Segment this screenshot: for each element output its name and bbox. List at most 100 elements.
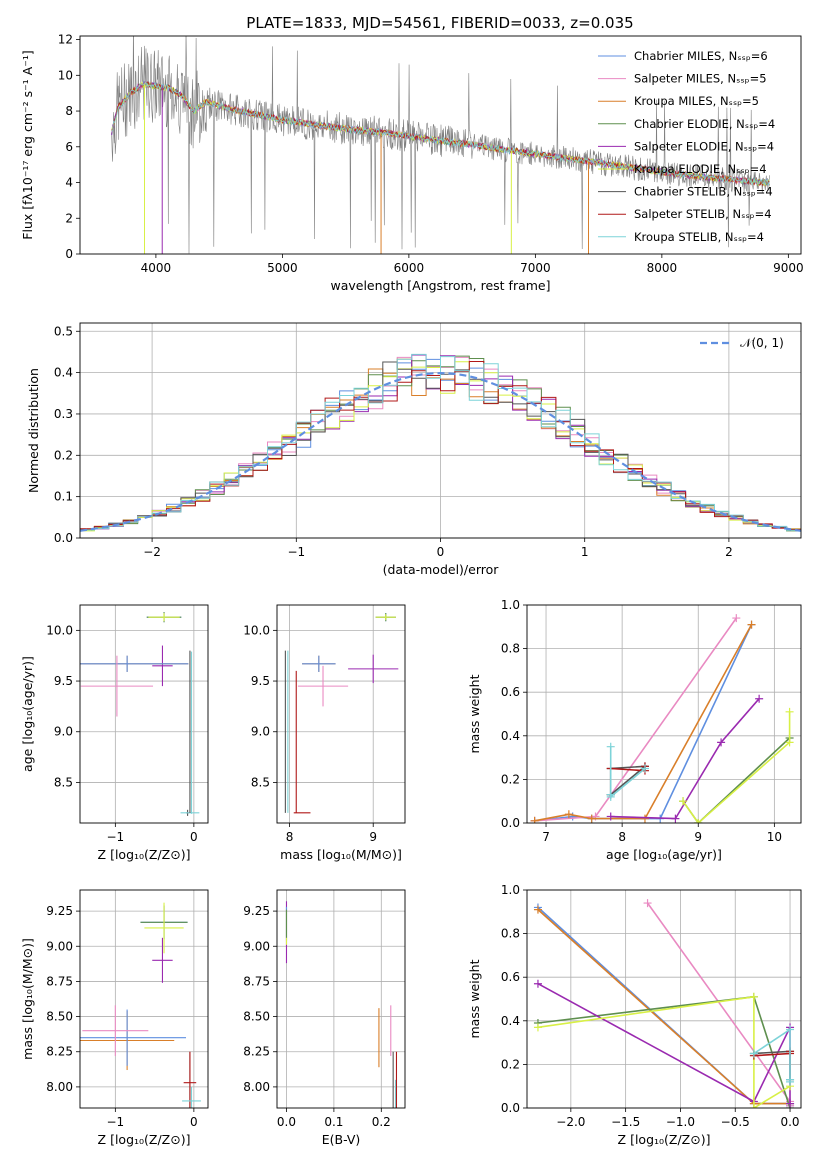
x-axis-label: E(B-V) <box>322 1132 361 1147</box>
x-axis-label: (data-model)/error <box>383 562 500 577</box>
histogram-series <box>80 353 801 531</box>
x-tick-label: 1 <box>581 545 589 559</box>
x-tick-label: 8000 <box>647 261 678 275</box>
weight-point-marker <box>732 614 741 623</box>
weight-point-marker <box>533 1023 542 1032</box>
x-tick-label: −1.0 <box>666 1115 695 1129</box>
plot-area <box>111 36 770 254</box>
weight-series-line <box>610 698 760 820</box>
x-tick-label: 0.0 <box>780 1115 799 1129</box>
x-tick-label: 8 <box>618 830 626 844</box>
y-tick-label: 8.5 <box>251 775 270 789</box>
legend-label: Kroupa MILES, Nₛₛₚ=5 <box>634 94 759 108</box>
axes-frame <box>79 322 802 539</box>
y-axis-label: Flux [fλ10⁻¹⁷ erg cm⁻² s⁻¹ A⁻¹] <box>20 50 35 239</box>
weight-point-marker <box>533 905 542 914</box>
weight-point-marker <box>606 742 615 751</box>
y-tick-label: 0.8 <box>501 927 520 941</box>
y-tick-label: 0.4 <box>54 366 73 380</box>
weight-point-marker <box>606 812 615 821</box>
x-tick-label: −1 <box>287 545 305 559</box>
x-tick-label: 10 <box>767 830 782 844</box>
x-tick-label: −2 <box>143 545 161 559</box>
legend-label: Kroupa ELODIE, Nₛₛₚ=4 <box>634 162 767 176</box>
x-tick-label: 9 <box>369 830 377 844</box>
chart-age-vs-Z: −1 0 8.5 9.0 9.5 10.0 Z [log₁₀(Z/Z⊙)] age [log₁… <box>20 604 209 862</box>
chart-mass-weight-vs-Z: −2.0 −1.5 −1.0 −0.5 0.0 0.0 0.2 0.4 0.6 0.8 1.0 Z [… <box>467 883 802 1147</box>
y-tick-label: 0.3 <box>54 407 73 421</box>
x-tick-label: 7 <box>542 830 550 844</box>
plot-area <box>285 901 398 1108</box>
legend-label: 𝒩(0, 1) <box>740 336 784 350</box>
axes-frame <box>79 604 209 824</box>
weight-point-marker <box>785 738 794 747</box>
x-tick-label: 0 <box>190 1115 198 1129</box>
y-axis-label: Normed distribution <box>26 368 41 493</box>
axes-frame <box>526 889 802 1109</box>
y-tick-label: 9.0 <box>251 725 270 739</box>
y-tick-label: 9.25 <box>243 904 270 918</box>
plot-area <box>284 613 399 814</box>
y-axis-label: mass [log₁₀(M/M⊙)] <box>20 938 35 1060</box>
legend-label: Salpeter ELODIE, Nₛₛₚ=4 <box>634 139 774 153</box>
chart-spectrum: 4000 5000 6000 7000 8000 9000 0 2 4 6 8 10 12 wavelen… <box>20 33 804 293</box>
y-axis-label: mass weight <box>467 674 482 753</box>
x-tick-label: 0 <box>190 830 198 844</box>
axes-frame <box>526 604 802 824</box>
y-tick-label: 9.5 <box>54 674 73 688</box>
x-tick-label: 8 <box>286 830 294 844</box>
axes-frame <box>79 35 802 255</box>
y-tick-label: 0.4 <box>501 729 520 743</box>
weight-point-marker <box>671 814 680 823</box>
weight-point-marker <box>679 797 688 806</box>
plot-area <box>80 612 200 816</box>
axes-frame <box>276 889 406 1109</box>
figure-title: PLATE=1833, MJD=54561, FIBERID=0033, z=0… <box>246 14 633 32</box>
weight-series-line <box>537 909 790 1105</box>
y-tick-label: 8 <box>65 104 73 118</box>
y-tick-label: 8.75 <box>243 974 270 988</box>
weight-point-marker <box>530 816 539 823</box>
plot-area <box>80 353 801 532</box>
axes-frame <box>276 604 406 824</box>
weight-point-marker <box>749 992 758 1001</box>
x-axis-label: Z [log₁₀(Z/Z⊙)] <box>98 1132 191 1147</box>
legend-label: Salpeter STELIB, Nₛₛₚ=4 <box>634 207 772 221</box>
weight-point-marker <box>749 1104 758 1108</box>
y-tick-label: 8.25 <box>46 1045 73 1059</box>
x-axis-label: age [log₁₀(age/yr)] <box>606 847 722 862</box>
y-tick-label: 0.4 <box>501 1014 520 1028</box>
y-tick-label: 9.0 <box>54 725 73 739</box>
y-tick-label: 8.00 <box>243 1080 270 1094</box>
weight-point-marker <box>755 694 764 703</box>
spectrum-model-line <box>111 81 770 186</box>
y-tick-label: 9.00 <box>46 939 73 953</box>
x-tick-label: −1 <box>106 830 124 844</box>
x-tick-label: 4000 <box>141 261 172 275</box>
y-tick-label: 8.75 <box>46 974 73 988</box>
x-tick-label: 2 <box>725 545 733 559</box>
y-tick-label: 9.5 <box>251 674 270 688</box>
weight-point-marker <box>694 819 703 823</box>
weight-point-marker <box>640 814 649 823</box>
legend: Chabrier MILES, Nₛₛₚ=6 Salpeter MILES, Nₛ… <box>598 49 775 244</box>
x-axis-label: Z [log₁₀(Z/Z⊙)] <box>98 847 191 862</box>
y-tick-label: 8.50 <box>243 1010 270 1024</box>
x-tick-label: 7000 <box>520 261 551 275</box>
weight-point-marker <box>643 899 652 908</box>
y-tick-label: 0.2 <box>501 772 520 786</box>
weight-point-marker <box>587 814 596 823</box>
y-tick-label: 9.25 <box>46 904 73 918</box>
weight-series-line <box>534 624 753 822</box>
y-tick-label: 0.0 <box>501 1101 520 1115</box>
axes-frame <box>79 889 209 1109</box>
y-tick-label: 0.8 <box>501 642 520 656</box>
y-tick-label: 6 <box>65 140 73 154</box>
weight-series-line <box>534 624 753 822</box>
x-axis-label: Z [log₁₀(Z/Z⊙)] <box>618 1132 711 1147</box>
y-tick-label: 8.50 <box>46 1010 73 1024</box>
weight-point-marker <box>606 792 615 801</box>
y-tick-label: 2 <box>65 211 73 225</box>
weight-point-marker <box>640 764 649 773</box>
plot-area <box>533 899 795 1108</box>
